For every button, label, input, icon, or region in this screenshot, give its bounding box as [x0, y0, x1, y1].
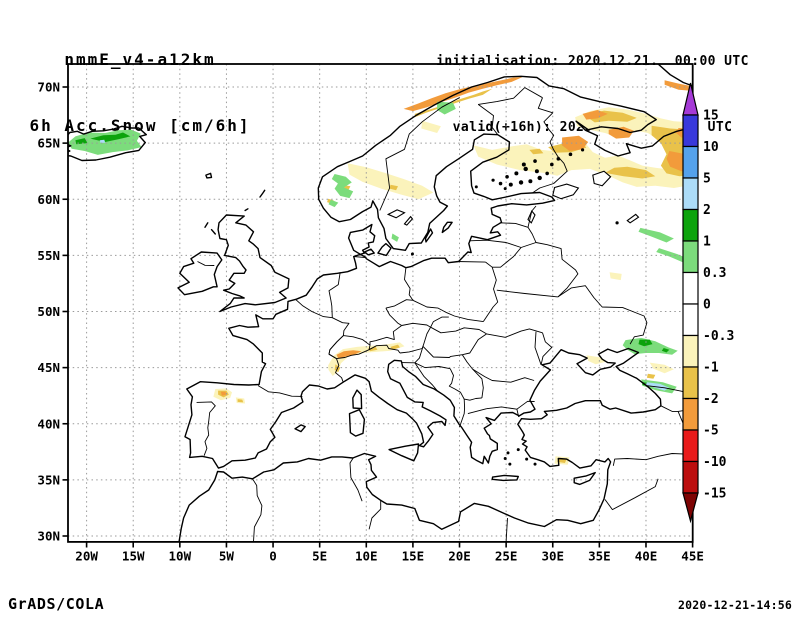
- colorbar-level-label: 5: [703, 172, 711, 187]
- lat-tick-label: 55N: [37, 248, 60, 263]
- lon-tick-label: 40E: [635, 549, 658, 564]
- lat-tick-label: 45N: [37, 360, 60, 375]
- grid-lines: [68, 64, 693, 542]
- lat-tick-label: 65N: [37, 136, 60, 151]
- lat-tick-label: 70N: [37, 80, 60, 95]
- country-borders: [196, 87, 693, 542]
- axis-labels: 70N 65N 60N 55N 50N 45N 40N 35N 30N 20W 15W 10W 5W 0 5…: [37, 80, 703, 564]
- lat-tick-label: 30N: [37, 529, 60, 544]
- colorbar-level-label: -1: [703, 361, 719, 376]
- creation-timestamp: 2020-12-21-14:56: [678, 598, 792, 612]
- lon-tick-label: 5E: [312, 549, 327, 564]
- colorbar-level-label: -0.3: [703, 329, 734, 344]
- lon-tick-label: 20E: [448, 549, 471, 564]
- lon-tick-label: 30E: [541, 549, 564, 564]
- lakes: [386, 148, 640, 226]
- colorbar-level-label: -5: [703, 424, 719, 439]
- lon-tick-label: 45E: [681, 549, 704, 564]
- colorbar-level-label: 0: [703, 298, 711, 313]
- colorbar-level-label: 0.3: [703, 266, 726, 281]
- lat-tick-label: 60N: [37, 192, 60, 207]
- lon-tick-label: 15E: [402, 549, 425, 564]
- map-frame: [62, 63, 694, 548]
- colorbar-level-label: 10: [703, 140, 719, 155]
- lon-tick-label: 20W: [75, 549, 98, 564]
- lat-tick-label: 35N: [37, 472, 60, 487]
- lon-tick-label: 10W: [169, 549, 192, 564]
- colorbar-level-label: -2: [703, 392, 719, 407]
- lon-tick-label: 0: [269, 549, 277, 564]
- lon-tick-label: 15W: [122, 549, 145, 564]
- coastlines: [68, 64, 693, 542]
- field-title: 6h Acc.Snow [cm/6h]: [29, 116, 251, 135]
- lat-tick-label: 40N: [37, 416, 60, 431]
- colorbar-level-label: -10: [703, 455, 727, 470]
- lat-tick-label: 50N: [37, 304, 60, 319]
- colorbar-level-label: 1: [703, 235, 711, 250]
- colorbar-level-label: 15: [703, 109, 719, 124]
- initialisation-line: initialisation: 2020.12.21. 00:00 UTC: [436, 54, 749, 69]
- lon-tick-label: 25E: [495, 549, 518, 564]
- colorbar-level-label: 2: [703, 203, 711, 218]
- lon-tick-label: 5W: [219, 549, 235, 564]
- lon-tick-label: 10E: [355, 549, 378, 564]
- grads-credit: GrADS/COLA: [8, 595, 105, 613]
- colorbar-level-label: -15: [703, 487, 726, 502]
- lon-tick-label: 35E: [588, 549, 611, 564]
- colorbar: 15 10 5 2 1 0.3 0 -0.3 -1 -2 -5 -10 -15: [682, 82, 734, 524]
